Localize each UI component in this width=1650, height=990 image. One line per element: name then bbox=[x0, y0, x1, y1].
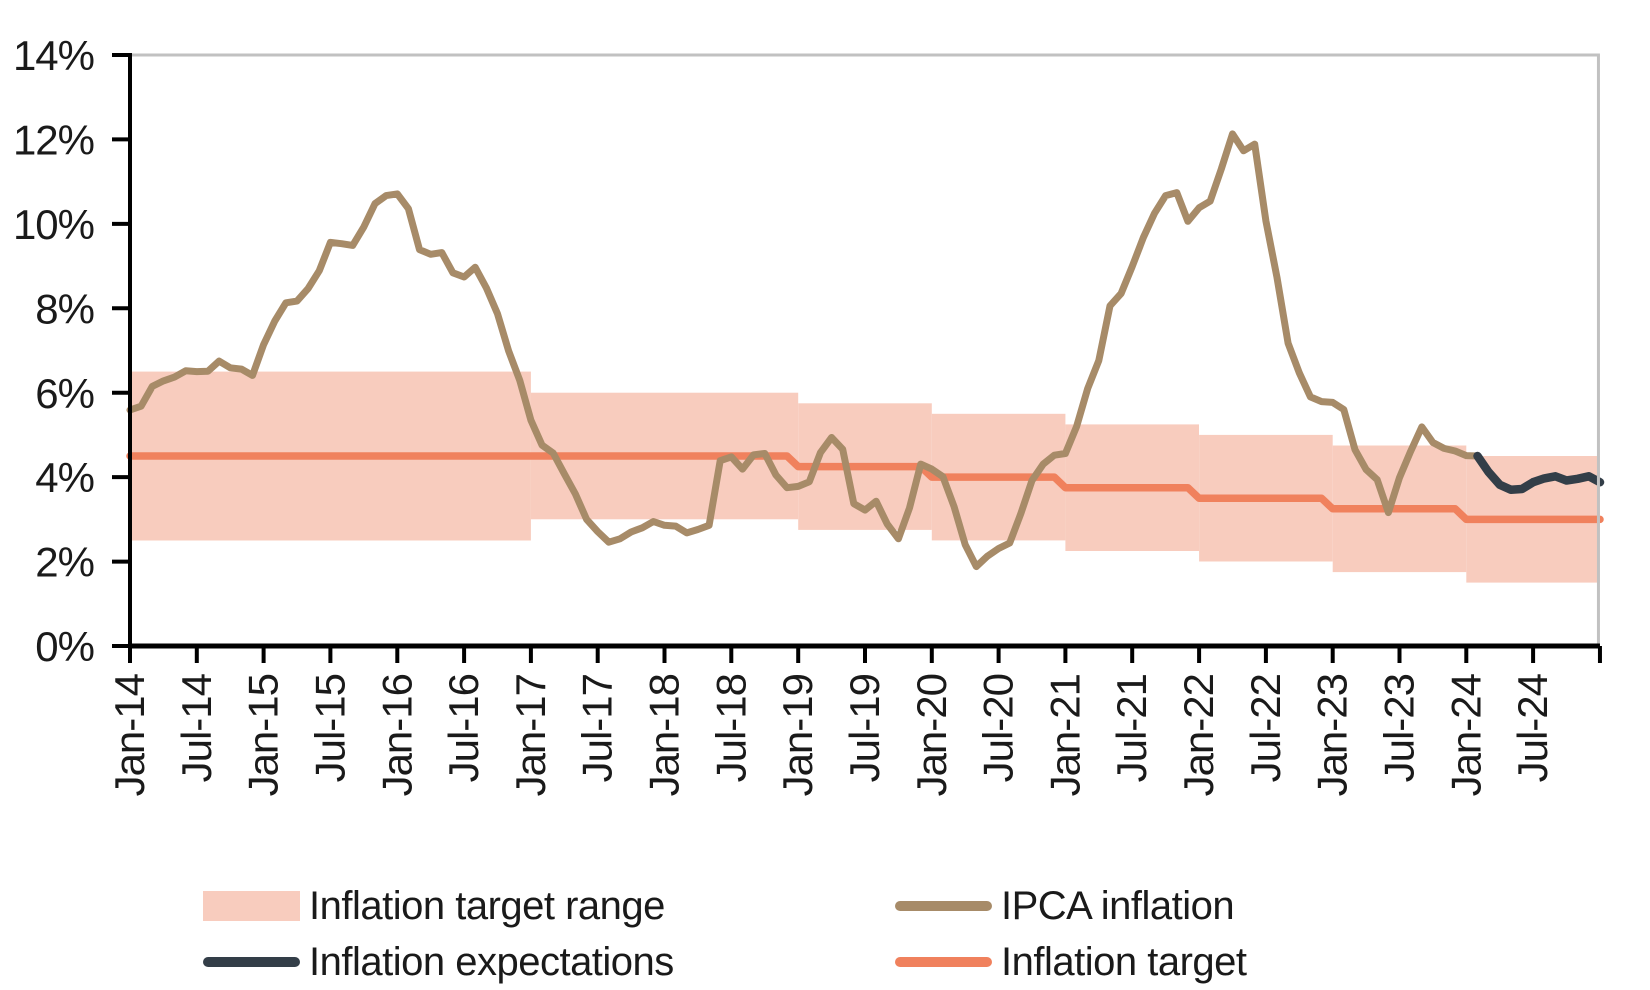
y-axis-labels: 0% 2% 4% 6% 8% 10% 12% 14% bbox=[13, 32, 95, 670]
legend-item-inflation-expectations: Inflation expectations bbox=[203, 938, 895, 986]
x-tick-label: Jan-17 bbox=[507, 674, 554, 796]
x-tick-label: Jul-18 bbox=[707, 674, 754, 782]
legend-label-inflation-expectations: Inflation expectations bbox=[309, 940, 674, 984]
x-tick-label: Jan-19 bbox=[774, 674, 821, 796]
y-tick-label: 10% bbox=[13, 201, 94, 248]
target-range-swatch bbox=[203, 891, 300, 921]
x-tick-label: Jul-17 bbox=[574, 674, 621, 782]
x-tick-label: Jan-21 bbox=[1041, 674, 1088, 796]
chart-frame bbox=[130, 53, 1600, 648]
x-tick-label: Jul-24 bbox=[1509, 673, 1556, 782]
x-tick-label: Jan-16 bbox=[373, 674, 420, 796]
ipca-inflation-swatch bbox=[895, 901, 992, 911]
y-tick-label: 2% bbox=[35, 539, 94, 586]
x-tick-label: Jul-19 bbox=[841, 674, 888, 782]
x-tick-label: Jan-18 bbox=[641, 674, 688, 796]
x-tick-label: Jan-22 bbox=[1175, 674, 1222, 796]
x-tick-label: Jul-22 bbox=[1242, 674, 1289, 782]
legend-item-ipca-inflation: IPCA inflation bbox=[895, 882, 1463, 930]
legend-label-ipca-inflation: IPCA inflation bbox=[1001, 884, 1235, 928]
y-tick-label: 12% bbox=[13, 117, 94, 164]
x-tick-label: Jul-20 bbox=[975, 674, 1022, 782]
chart-legend: Inflation target range IPCA inflation In… bbox=[203, 882, 1463, 986]
legend-label-target-range: Inflation target range bbox=[309, 884, 665, 928]
legend-label-inflation-target: Inflation target bbox=[1001, 940, 1247, 984]
x-tick-label: Jan-23 bbox=[1309, 674, 1356, 796]
inflation-expectations-swatch bbox=[203, 957, 300, 967]
y-tick-label: 14% bbox=[13, 32, 94, 79]
x-tick-label: Jan-20 bbox=[908, 674, 955, 796]
x-tick-label: Jul-21 bbox=[1108, 674, 1155, 782]
axes bbox=[112, 53, 1602, 663]
x-axis-labels: Jan-14 Jul-14 Jan-15 Jul-15 Jan-16 Jul-16 Jan-… bbox=[106, 673, 1556, 796]
legend-item-target-range: Inflation target range bbox=[203, 882, 895, 930]
inflation-target-swatch bbox=[895, 957, 992, 967]
x-tick-label: Jul-16 bbox=[440, 674, 487, 782]
y-tick-label: 0% bbox=[35, 623, 94, 670]
y-tick-label: 4% bbox=[35, 454, 94, 501]
x-tick-label: Jul-15 bbox=[306, 674, 353, 782]
inflation-expectations-line bbox=[1473, 451, 1605, 495]
chart-svg: 0% 2% 4% 6% 8% 10% 12% 14% Jan-14 Jul-14 Jan-15 Jul… bbox=[13, 32, 1605, 796]
y-tick-label: 6% bbox=[35, 370, 94, 417]
ipca-inflation-line bbox=[126, 130, 1481, 571]
legend-item-inflation-target: Inflation target bbox=[895, 938, 1463, 986]
x-tick-label: Jan-15 bbox=[240, 674, 287, 796]
y-tick-label: 8% bbox=[35, 285, 94, 332]
x-tick-label: Jan-24 bbox=[1442, 673, 1489, 796]
x-tick-label: Jul-14 bbox=[173, 673, 220, 782]
x-tick-label: Jul-23 bbox=[1376, 674, 1423, 782]
x-tick-label: Jan-14 bbox=[106, 673, 153, 796]
